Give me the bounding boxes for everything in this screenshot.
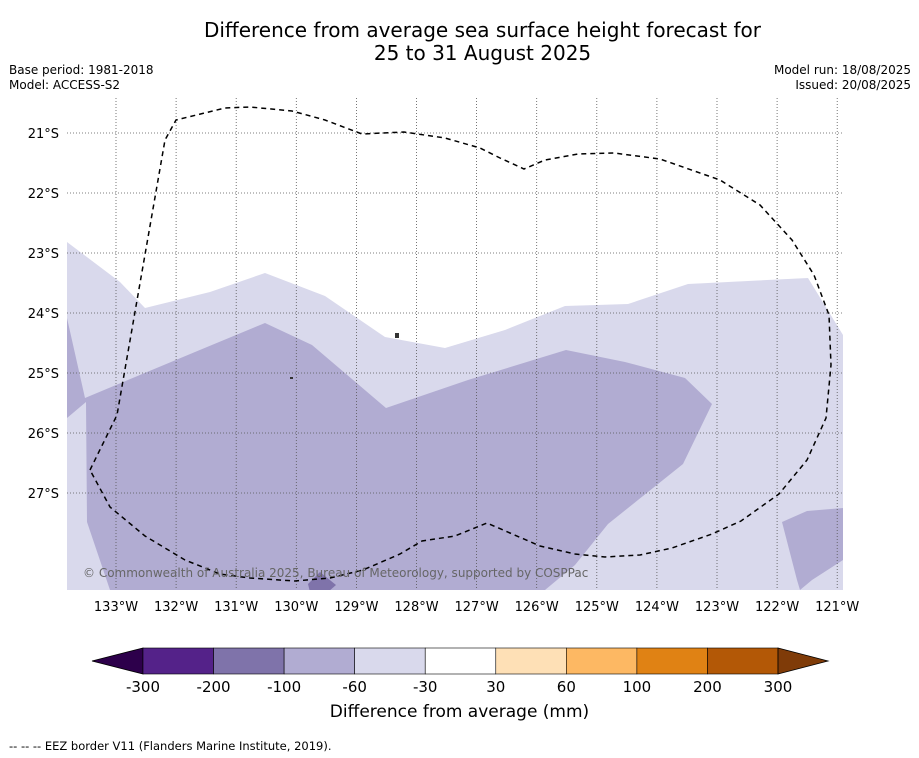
latitude-label: 23°S (28, 247, 59, 262)
meta-right: Model run: 18/08/2025 Issued: 20/08/2025 (774, 63, 911, 93)
longitude-label: 125°W (575, 600, 619, 615)
colorbar-tick-label: 300 (764, 678, 793, 696)
footnote: -- -- -- EEZ border V11 (Flanders Marine… (9, 739, 332, 753)
longitude-label: 131°W (214, 600, 258, 615)
longitude-label: 122°W (755, 600, 799, 615)
meta-left: Base period: 1981-2018 Model: ACCESS-S2 (9, 63, 154, 93)
colorbar-tick-label: -100 (267, 678, 301, 696)
longitude-label: 132°W (154, 600, 198, 615)
title-line-1: Difference from average sea surface heig… (203, 18, 762, 42)
colorbar-tick-label: -60 (342, 678, 367, 696)
colorbar-segment (213, 647, 285, 675)
colorbar-tick-label: 30 (486, 678, 505, 696)
title-line-2: 25 to 31 August 2025 (373, 41, 592, 65)
latitude-label: 26°S (28, 427, 59, 442)
eez-border (89, 106, 832, 582)
island-marker-small (290, 377, 293, 379)
anomaly-region-200-100 (308, 572, 336, 590)
longitude-label: 126°W (515, 600, 559, 615)
map-plot-area (67, 98, 843, 590)
latitude-label: 22°S (28, 187, 59, 202)
longitude-label: 124°W (635, 600, 679, 615)
latitude-labels: 21°S 22°S 23°S 24°S 25°S 26°S 27°S (28, 127, 59, 502)
latitude-label: 25°S (28, 367, 59, 382)
longitude-labels: 133°W 132°W 131°W 130°W 129°W 128°W 127°W 126°W… (94, 600, 860, 615)
latitude-label: 27°S (28, 487, 59, 502)
chart-title: Difference from average sea surface heig… (0, 19, 919, 65)
colorbar-segment (354, 647, 426, 675)
colorbar (91, 647, 830, 675)
colorbar-over-arrow (777, 647, 830, 675)
colorbar-segment (566, 647, 638, 675)
latitude-label: 24°S (28, 307, 59, 322)
colorbar-segment (424, 647, 497, 675)
colorbar-segment (495, 647, 567, 675)
colorbar-tick-label: -300 (126, 678, 160, 696)
colorbar-segment (142, 647, 214, 675)
colorbar-tick-label: -200 (197, 678, 231, 696)
latitude-label: 21°S (28, 127, 59, 142)
colorbar-tick-label: -30 (413, 678, 438, 696)
longitude-label: 127°W (455, 600, 499, 615)
colorbar-segment (283, 647, 355, 675)
colorbar-tick-labels: -300 -200 -100 -60 -30 30 60 100 200 300 (126, 678, 792, 696)
graticule (67, 98, 843, 590)
colorbar-tick-label: 60 (557, 678, 576, 696)
longitude-label: 128°W (394, 600, 438, 615)
issued-date: Issued: 20/08/2025 (795, 78, 911, 92)
longitude-label: 129°W (334, 600, 378, 615)
model-name: Model: ACCESS-S2 (9, 78, 121, 92)
longitude-label: 121°W (815, 600, 859, 615)
colorbar-under-arrow (91, 647, 144, 675)
base-period: Base period: 1981-2018 (9, 63, 154, 77)
longitude-label: 123°W (695, 600, 739, 615)
island-marker (395, 333, 399, 338)
anomaly-region-100-60 (67, 318, 712, 590)
longitude-label: 133°W (94, 600, 138, 615)
longitude-label: 130°W (274, 600, 318, 615)
colorbar-tick-label: 200 (693, 678, 722, 696)
colorbar-segment (636, 647, 708, 675)
model-run: Model run: 18/08/2025 (773, 63, 911, 77)
colorbar-segment (707, 647, 779, 675)
colorbar-tick-label: 100 (623, 678, 652, 696)
anomaly-region-100-60-east (782, 508, 843, 590)
colorbar-label: Difference from average (mm) (329, 702, 590, 722)
copyright-text: © Commonwealth of Australia 2025, Bureau… (83, 566, 588, 580)
